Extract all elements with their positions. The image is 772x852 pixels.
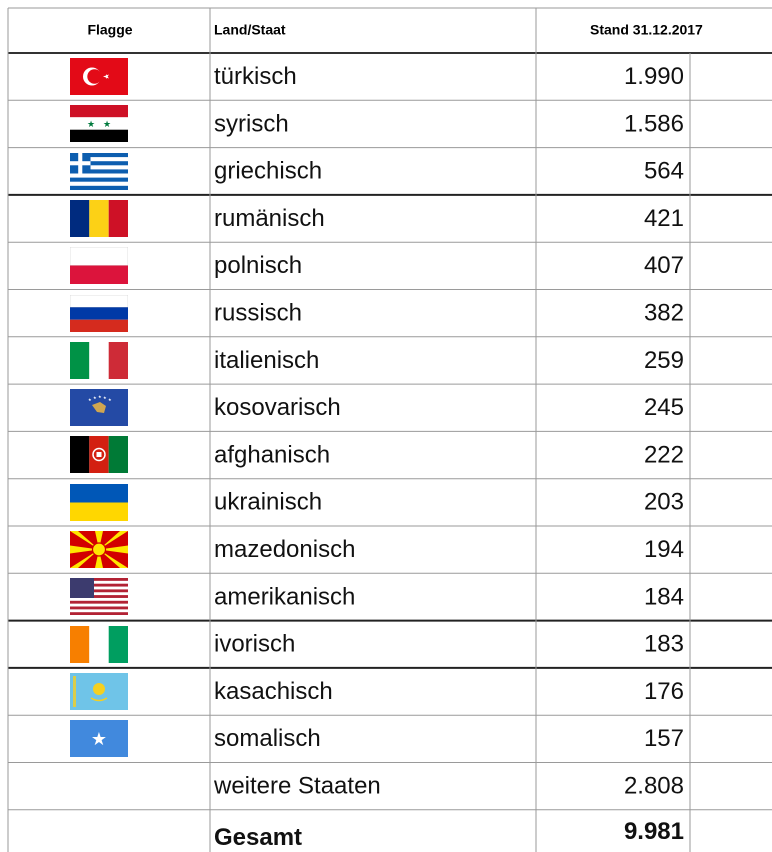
country-name: amerikanisch: [214, 583, 355, 610]
count-value: 407: [644, 252, 684, 279]
count-value: 184: [644, 583, 684, 610]
count-value: 157: [644, 725, 684, 752]
count-value: 382: [644, 299, 684, 326]
country-name: russisch: [214, 299, 302, 326]
count-value: 245: [644, 394, 684, 421]
svg-text:★: ★: [88, 397, 92, 402]
count-value: 259: [644, 347, 684, 374]
flag-turkey: [70, 58, 128, 95]
header-cell: Stand 31.12.2017: [590, 22, 703, 38]
flag-syria: ★ ★: [70, 105, 128, 142]
flag-romania: [70, 200, 128, 237]
country-name: ukrainisch: [214, 489, 322, 516]
country-name: polnisch: [214, 252, 302, 279]
svg-text:★: ★: [93, 395, 97, 400]
flag-afghanistan: [70, 436, 128, 473]
svg-text:★: ★: [103, 119, 111, 129]
svg-text:★: ★: [91, 729, 107, 749]
country-name: kasachisch: [214, 678, 333, 705]
flag-macedonia: [70, 531, 128, 568]
country-name: mazedonisch: [214, 536, 355, 563]
country-name: somalisch: [214, 725, 321, 752]
country-name: ivorisch: [214, 631, 295, 658]
country-name: türkisch: [214, 63, 297, 90]
flag-usa: [70, 578, 128, 615]
header-row: Flagge Land/Staat Stand 31.12.2017: [87, 22, 703, 38]
country-name: afghanisch: [214, 441, 330, 468]
country-name: italienisch: [214, 347, 319, 374]
count-value: 194: [644, 536, 684, 563]
country-name: syrisch: [214, 110, 289, 137]
count-value: 2.808: [624, 772, 684, 799]
flag-poland: [70, 247, 128, 284]
country-name: rumänisch: [214, 205, 325, 232]
header-cell: Land/Staat: [214, 22, 286, 38]
count-value: 183: [644, 631, 684, 658]
count-value: 564: [644, 158, 684, 185]
flag-greece: [70, 153, 128, 190]
svg-text:★: ★: [103, 395, 107, 400]
count-value: 222: [644, 441, 684, 468]
svg-text:★: ★: [87, 119, 95, 129]
count-value: 1.990: [624, 63, 684, 90]
flag-ukraine: [70, 484, 128, 521]
svg-text:★: ★: [108, 397, 112, 402]
count-value: 176: [644, 678, 684, 705]
count-value: 1.586: [624, 110, 684, 137]
flags: ★ ★ ★ ★ ★ ★ ★ ★: [70, 58, 128, 757]
country-name: Gesamt: [214, 824, 302, 851]
header-cell: Flagge: [87, 22, 132, 38]
country-name: kosovarisch: [214, 394, 341, 421]
flag-somalia: ★: [70, 720, 128, 757]
flag-russia: [70, 295, 128, 332]
country-name: griechisch: [214, 158, 322, 185]
country-name: weitere Staaten: [213, 772, 381, 799]
flag-ivory-coast: [70, 626, 128, 663]
count-value: 203: [644, 489, 684, 516]
flag-italy: [70, 342, 128, 379]
count-value: 9.981: [624, 818, 684, 845]
count-value: 421: [644, 205, 684, 232]
flag-kosovo: ★ ★ ★ ★ ★: [70, 389, 128, 426]
flag-kazakhstan: [70, 673, 128, 710]
svg-text:★: ★: [98, 394, 102, 399]
